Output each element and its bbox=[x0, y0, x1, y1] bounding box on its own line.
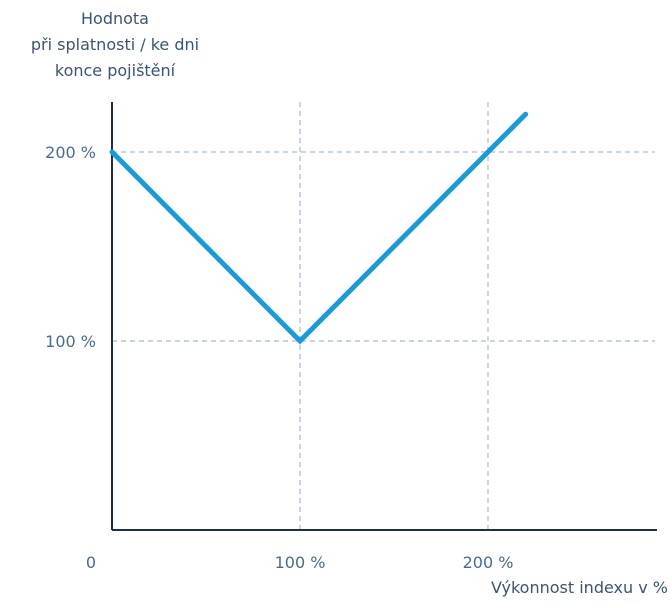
y-tick-label-1: 200 % bbox=[45, 143, 96, 162]
y-axis-title-line-2: při splatnosti / ke dni bbox=[30, 35, 200, 54]
y-axis-title-line-1: Hodnota bbox=[81, 9, 149, 28]
x-tick-label-1: 200 % bbox=[463, 553, 514, 572]
series-line-0 bbox=[109, 111, 529, 345]
x-axis-title: Výkonnost indexu v % bbox=[491, 578, 668, 597]
y-axis-title: Hodnota při splatnosti / ke dni konce po… bbox=[0, 6, 230, 84]
y-tick-label-0: 100 % bbox=[45, 332, 96, 351]
x-origin-label: 0 bbox=[86, 553, 96, 572]
x-tick-label-0: 100 % bbox=[275, 553, 326, 572]
y-axis-title-line-3: konce pojištění bbox=[54, 61, 176, 80]
